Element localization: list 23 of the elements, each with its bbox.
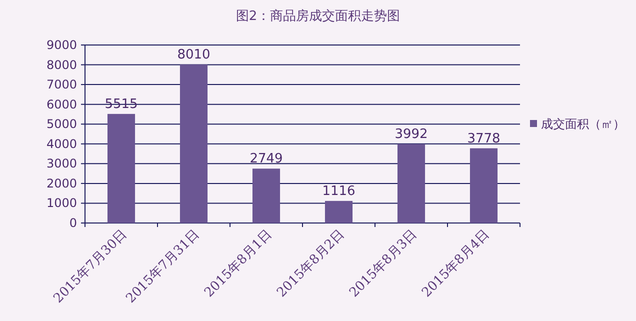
y-tick-label: 8000 [46,58,77,72]
bar [397,144,426,223]
y-tick-label: 5000 [46,117,77,132]
y-tick-label: 6000 [46,97,77,112]
data-label: 3778 [467,131,500,146]
chart-title: 图2：商品房成交面积走势图 [236,8,400,24]
data-label: 8010 [177,48,210,63]
y-tick-label: 3000 [46,156,77,171]
bar [252,168,280,223]
data-label: 1116 [322,184,356,199]
y-tick-label: 0 [69,216,77,230]
y-tick-label: 4000 [46,136,77,151]
y-tick-label: 2000 [46,176,77,190]
bar [180,64,208,223]
y-tick-label: 7000 [46,78,77,92]
bar [470,148,498,223]
y-tick-label: 1000 [46,196,77,210]
data-label: 3992 [394,127,428,142]
y-tick-label: 9000 [46,38,77,52]
legend-label: 成交面积（㎡） [541,117,625,131]
bar [107,114,136,223]
data-label: 2749 [250,152,283,167]
bar [324,200,353,223]
